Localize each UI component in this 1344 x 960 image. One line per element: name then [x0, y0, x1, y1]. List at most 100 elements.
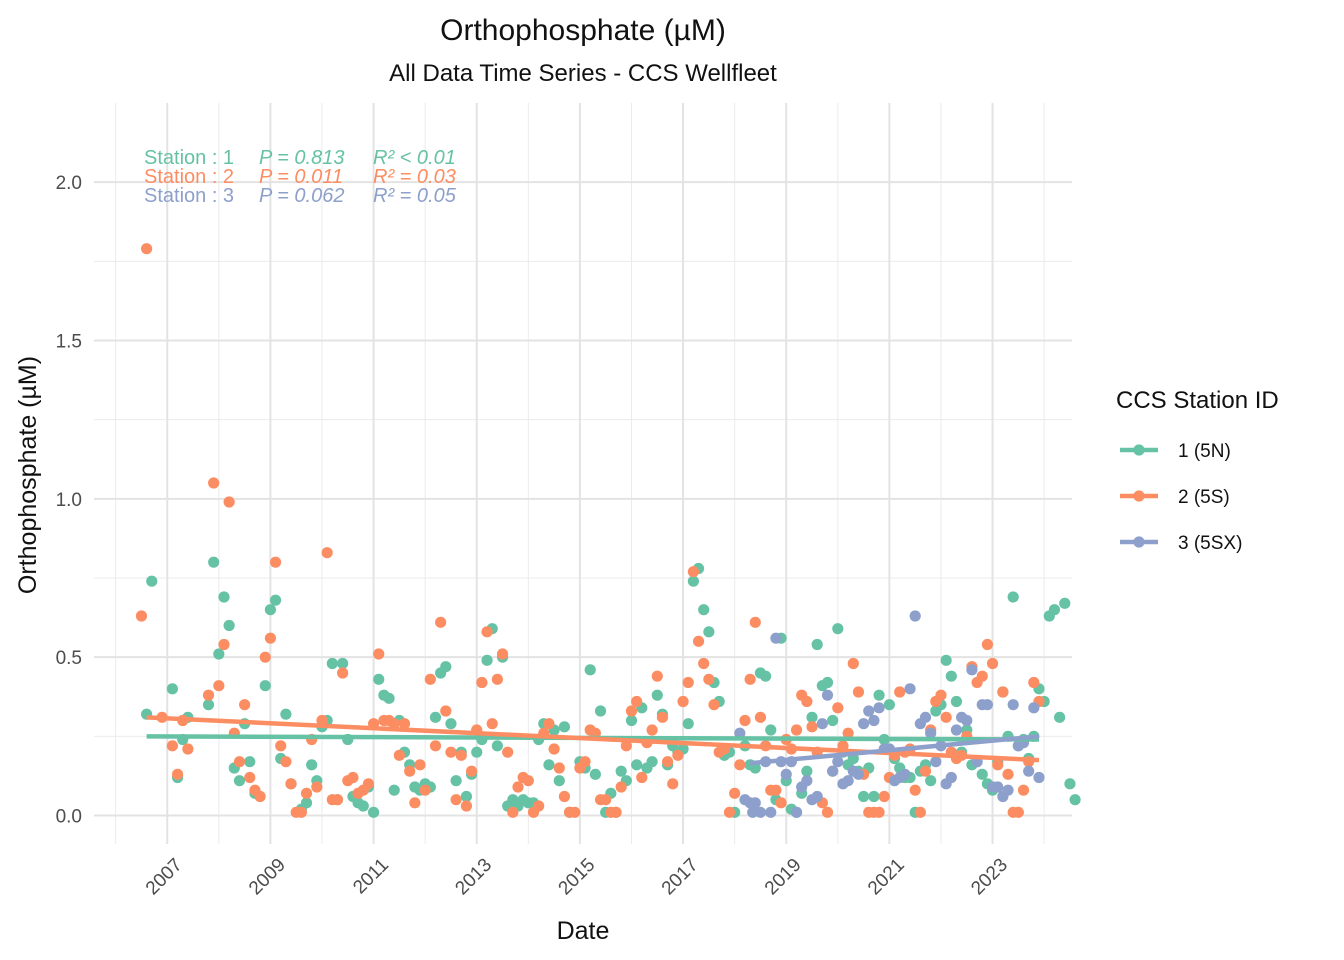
- data-point: [790, 806, 803, 818]
- data-point: [476, 676, 488, 689]
- data-point: [615, 781, 627, 793]
- data-point: [883, 699, 895, 711]
- legend-item-3: 3 (5SX): [1120, 533, 1242, 554]
- data-point: [208, 556, 220, 568]
- annotation-station-1: Station : 1 P = 0.813 R² < 0.01: [144, 147, 456, 169]
- annotation-p-value: P = 0.011: [259, 166, 343, 188]
- data-point: [734, 727, 746, 739]
- data-point: [244, 771, 256, 784]
- data-point: [543, 718, 555, 730]
- data-point: [723, 806, 736, 818]
- data-point: [754, 711, 767, 723]
- data-point: [409, 797, 421, 809]
- data-point: [852, 686, 865, 698]
- legend-key-point: [1133, 444, 1145, 456]
- legend-label: 3 (5SX): [1178, 533, 1242, 554]
- data-point: [909, 610, 921, 622]
- data-point: [682, 676, 694, 689]
- data-point: [311, 781, 323, 793]
- legend-item-2: 2 (5S): [1120, 487, 1230, 508]
- data-point: [1028, 676, 1040, 689]
- data-point: [687, 575, 699, 587]
- x-tick-label: 2017: [658, 855, 703, 900]
- series-3-trend-line: [749, 734, 1040, 766]
- data-point: [687, 566, 699, 578]
- data-point: [832, 756, 844, 768]
- legend: CCS Station ID 1 (5N) 2 (5S) 3 (5SX): [1116, 387, 1279, 554]
- data-point: [373, 673, 385, 685]
- data-point: [615, 765, 627, 777]
- data-point: [677, 695, 689, 708]
- data-point: [471, 746, 483, 758]
- annotation-station-2: Station : 2 P = 0.011 R² = 0.03: [144, 166, 456, 188]
- data-point: [858, 718, 870, 730]
- data-point: [935, 689, 947, 701]
- data-point: [522, 775, 534, 787]
- x-tick-label: 2007: [142, 855, 187, 900]
- data-point: [801, 775, 813, 787]
- annotation-station-3: Station : 3 P = 0.062 R² = 0.05: [144, 185, 457, 207]
- data-point: [858, 790, 870, 803]
- data-point: [765, 806, 777, 818]
- data-point: [873, 702, 885, 714]
- data-point: [930, 756, 942, 768]
- data-point: [419, 784, 431, 796]
- data-point: [986, 657, 999, 670]
- data-point: [275, 740, 287, 752]
- data-point: [533, 800, 545, 812]
- data-point: [269, 594, 282, 606]
- data-point: [734, 759, 746, 771]
- data-point: [553, 762, 565, 774]
- data-point: [682, 718, 694, 730]
- data-point: [919, 765, 932, 777]
- data-point: [233, 756, 246, 768]
- data-point: [919, 711, 932, 723]
- data-point: [362, 778, 375, 790]
- data-point: [589, 768, 601, 780]
- data-point: [703, 626, 715, 638]
- data-point: [393, 749, 405, 761]
- data-point: [553, 775, 565, 787]
- data-point: [950, 695, 963, 708]
- data-point: [992, 759, 1004, 771]
- data-point: [631, 695, 643, 708]
- data-point: [806, 721, 818, 733]
- data-point: [821, 689, 834, 701]
- data-point: [218, 638, 230, 651]
- data-point: [259, 651, 271, 663]
- data-point: [429, 711, 442, 723]
- data-point: [202, 689, 215, 701]
- data-point: [295, 806, 307, 818]
- data-point: [558, 721, 571, 733]
- data-point: [976, 768, 988, 780]
- data-point: [981, 638, 994, 651]
- data-point: [636, 771, 648, 784]
- data-point: [847, 657, 859, 670]
- data-point: [656, 711, 669, 723]
- data-point: [744, 673, 756, 685]
- data-point: [801, 695, 813, 708]
- data-point: [244, 756, 256, 768]
- data-point: [166, 683, 179, 695]
- x-tick-label: 2015: [555, 855, 600, 900]
- data-point: [1033, 771, 1045, 784]
- data-point: [1023, 765, 1035, 777]
- x-tick-label: 2013: [451, 855, 496, 900]
- data-points: [135, 243, 1081, 818]
- data-point: [594, 705, 607, 717]
- data-point: [584, 664, 596, 676]
- data-point: [1002, 768, 1014, 780]
- annotation-station-label: Station : 2: [144, 166, 234, 188]
- data-point: [739, 714, 751, 727]
- data-point: [269, 556, 282, 568]
- data-point: [873, 806, 885, 818]
- data-point: [486, 718, 498, 730]
- data-point: [852, 768, 865, 780]
- data-point: [821, 806, 834, 818]
- data-point: [961, 714, 973, 727]
- data-point: [868, 790, 880, 803]
- series-3-points: [734, 610, 1045, 818]
- data-point: [940, 654, 952, 666]
- data-point: [357, 800, 369, 812]
